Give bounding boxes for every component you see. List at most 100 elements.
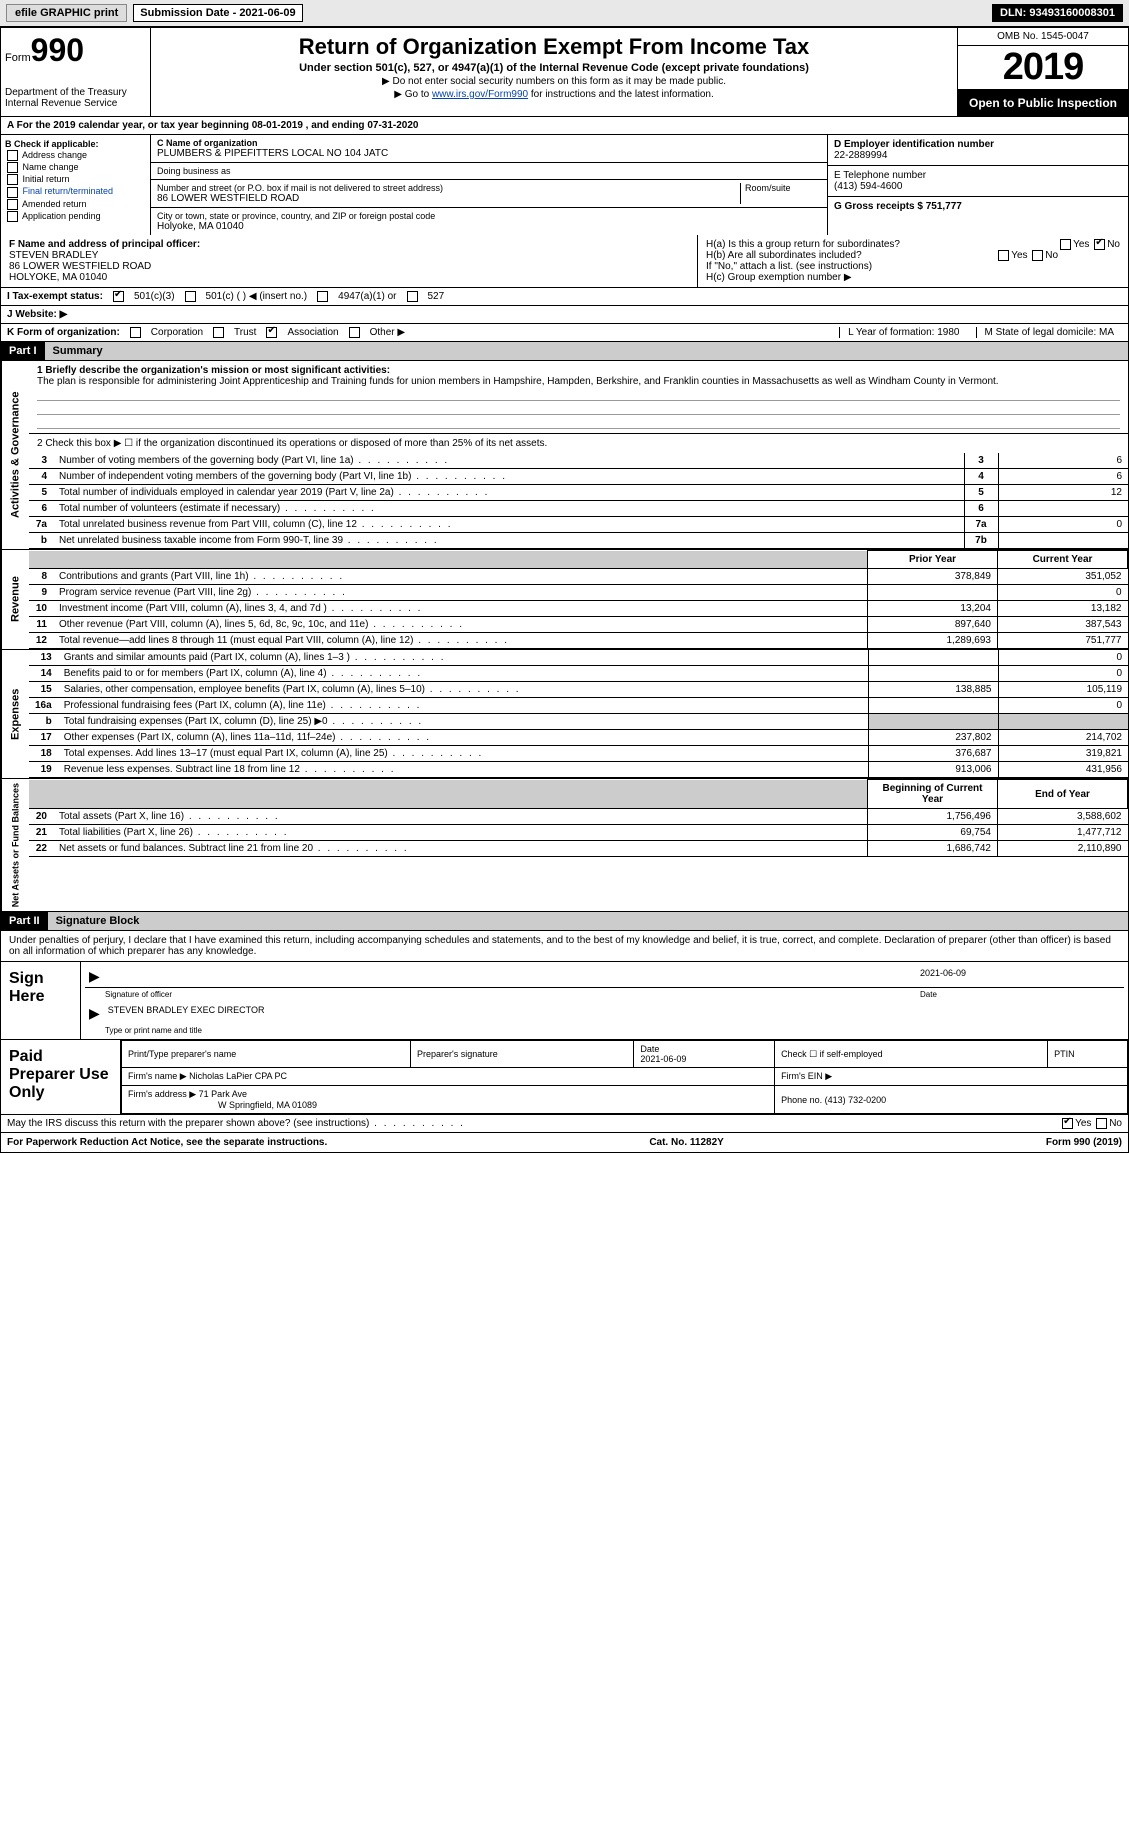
phone-label: E Telephone number — [834, 170, 1122, 181]
header-right: OMB No. 1545-0047 2019 Open to Public In… — [958, 28, 1128, 116]
vlabel-governance: Activities & Governance — [1, 361, 29, 549]
paperwork-notice: For Paperwork Reduction Act Notice, see … — [7, 1137, 327, 1148]
year-formation: L Year of formation: 1980 — [839, 327, 967, 338]
sig-officer-label: Signature of officer — [105, 990, 912, 999]
cb-address-change[interactable]: Address change — [5, 150, 146, 161]
ein-label: D Employer identification number — [834, 139, 1122, 150]
phone-value: (413) 594-4600 — [834, 181, 1122, 192]
tax-exempt-status: I Tax-exempt status: 501(c)(3) 501(c) ( … — [0, 288, 1129, 306]
cb-final-return[interactable]: Final return/terminated — [5, 186, 146, 197]
table-row: 17Other expenses (Part IX, column (A), l… — [29, 730, 1128, 746]
irs-link[interactable]: www.irs.gov/Form990 — [432, 89, 528, 100]
cb-initial-return[interactable]: Initial return — [5, 174, 146, 185]
summary-governance: Activities & Governance 1 Briefly descri… — [0, 361, 1129, 550]
cb-527[interactable] — [407, 291, 418, 302]
cb-label: Initial return — [23, 174, 70, 184]
yes-label: Yes — [1011, 250, 1027, 261]
city-label: City or town, state or province, country… — [157, 211, 821, 221]
table-row: 18Total expenses. Add lines 13–17 (must … — [29, 746, 1128, 762]
room-suite-label: Room/suite — [741, 183, 821, 204]
cb-501c[interactable] — [185, 291, 196, 302]
firm-addr2: W Springfield, MA 01089 — [128, 1100, 317, 1110]
k-label: K Form of organization: — [7, 327, 120, 338]
cb-discuss-yes[interactable] — [1062, 1118, 1073, 1129]
table-row: 20Total assets (Part X, line 16)1,756,49… — [29, 809, 1128, 825]
officer-group-block: F Name and address of principal officer:… — [0, 235, 1129, 288]
sig-date: 2021-06-09 — [920, 968, 1120, 985]
net-table: Beginning of Current Year End of Year 20… — [29, 779, 1128, 857]
cb-app-pending[interactable]: Application pending — [5, 211, 146, 222]
i-label: I Tax-exempt status: — [7, 291, 103, 302]
discuss-row: May the IRS discuss this return with the… — [1, 1114, 1128, 1132]
cb-label: Address change — [22, 150, 87, 160]
sign-here-label: Sign Here — [1, 962, 81, 1039]
vlabel-netassets: Net Assets or Fund Balances — [1, 779, 29, 911]
table-row: 15Salaries, other compensation, employee… — [29, 682, 1128, 698]
firm-name-row: Firm's name ▶ Nicholas LaPier CPA PC — [122, 1068, 775, 1086]
opt-corp: Corporation — [151, 327, 203, 338]
no-label: No — [1107, 239, 1120, 250]
hb-label: H(b) Are all subordinates included? — [706, 250, 862, 261]
cb-discuss-no[interactable] — [1096, 1118, 1107, 1129]
table-row: 8Contributions and grants (Part VIII, li… — [29, 569, 1128, 585]
summary-revenue: Revenue Prior Year Current Year 8Contrib… — [0, 550, 1129, 650]
vlabel-expenses: Expenses — [1, 650, 29, 778]
sig-right: ▶ 2021-06-09 Signature of officer Date ▶… — [81, 962, 1128, 1039]
cb-name-change[interactable]: Name change — [5, 162, 146, 173]
part-ii-title: Signature Block — [48, 912, 1128, 930]
yes: Yes — [1075, 1118, 1091, 1129]
opt-trust: Trust — [234, 327, 256, 338]
mission-block: 1 Briefly describe the organization's mi… — [29, 361, 1128, 434]
org-name-label: C Name of organization — [157, 138, 821, 148]
firm-phone: Phone no. (413) 732-0200 — [775, 1086, 1128, 1114]
cb-trust[interactable] — [213, 327, 224, 338]
org-name: PLUMBERS & PIPEFITTERS LOCAL NO 104 JATC — [157, 148, 821, 159]
website-row: J Website: ▶ — [0, 306, 1129, 324]
officer-name: STEVEN BRADLEY — [9, 250, 689, 261]
table-row: bNet unrelated business taxable income f… — [29, 533, 1128, 549]
cb-amended[interactable]: Amended return — [5, 199, 146, 210]
note-ssn: ▶ Do not enter social security numbers o… — [155, 76, 953, 87]
opt-501c3: 501(c)(3) — [134, 291, 175, 302]
table-row: 11Other revenue (Part VIII, column (A), … — [29, 617, 1128, 633]
hc-row: H(c) Group exemption number ▶ — [706, 272, 1120, 283]
col-begin: Beginning of Current Year — [868, 780, 998, 809]
ha-row: H(a) Is this a group return for subordin… — [706, 239, 1120, 250]
cb-corp[interactable] — [130, 327, 141, 338]
cb-other[interactable] — [349, 327, 360, 338]
arrow-icon: ▶ — [89, 1005, 100, 1022]
blank-line — [37, 387, 1120, 401]
prep-ptin: PTIN — [1048, 1041, 1128, 1068]
cb-assoc[interactable] — [266, 327, 277, 338]
table-row: 9Program service revenue (Part VIII, lin… — [29, 585, 1128, 601]
table-row: 5Total number of individuals employed in… — [29, 485, 1128, 501]
j-label: J Website: ▶ — [7, 309, 67, 320]
blank-line — [37, 401, 1120, 415]
sig-date-label: Date — [920, 990, 1120, 999]
no-label: No — [1045, 250, 1058, 261]
col-right: D Employer identification number 22-2889… — [828, 135, 1128, 235]
form-subtitle: Under section 501(c), 527, or 4947(a)(1)… — [155, 62, 953, 74]
form-990: 990 — [31, 32, 84, 68]
prep-date: Date2021-06-09 — [634, 1041, 775, 1068]
table-row: 21Total liabilities (Part X, line 26)69,… — [29, 825, 1128, 841]
firm-addr-label: Firm's address ▶ — [128, 1089, 196, 1099]
preparer-table: Print/Type preparer's name Preparer's si… — [121, 1040, 1128, 1114]
cat-no: Cat. No. 11282Y — [649, 1137, 723, 1148]
note2-pre: ▶ Go to — [394, 89, 432, 100]
cb-label: Application pending — [22, 211, 101, 221]
table-row: 3Number of voting members of the governi… — [29, 453, 1128, 469]
efile-print-button[interactable]: efile GRAPHIC print — [6, 4, 127, 22]
cb-label: Name change — [23, 162, 79, 172]
gross-receipts: G Gross receipts $ 751,777 — [834, 201, 1122, 212]
cb-501c3[interactable] — [113, 291, 124, 302]
table-row: 7aTotal unrelated business revenue from … — [29, 517, 1128, 533]
typed-label: Type or print name and title — [85, 1026, 1124, 1035]
col-current: Current Year — [998, 551, 1128, 569]
prep-sig-label: Preparer's signature — [410, 1041, 633, 1068]
cb-4947[interactable] — [317, 291, 328, 302]
f-label: F Name and address of principal officer: — [9, 239, 689, 250]
sign-here-grid: Sign Here ▶ 2021-06-09 Signature of offi… — [1, 961, 1128, 1039]
dln: DLN: 93493160008301 — [992, 4, 1123, 22]
form-of-org: K Form of organization: Corporation Trus… — [0, 324, 1129, 342]
